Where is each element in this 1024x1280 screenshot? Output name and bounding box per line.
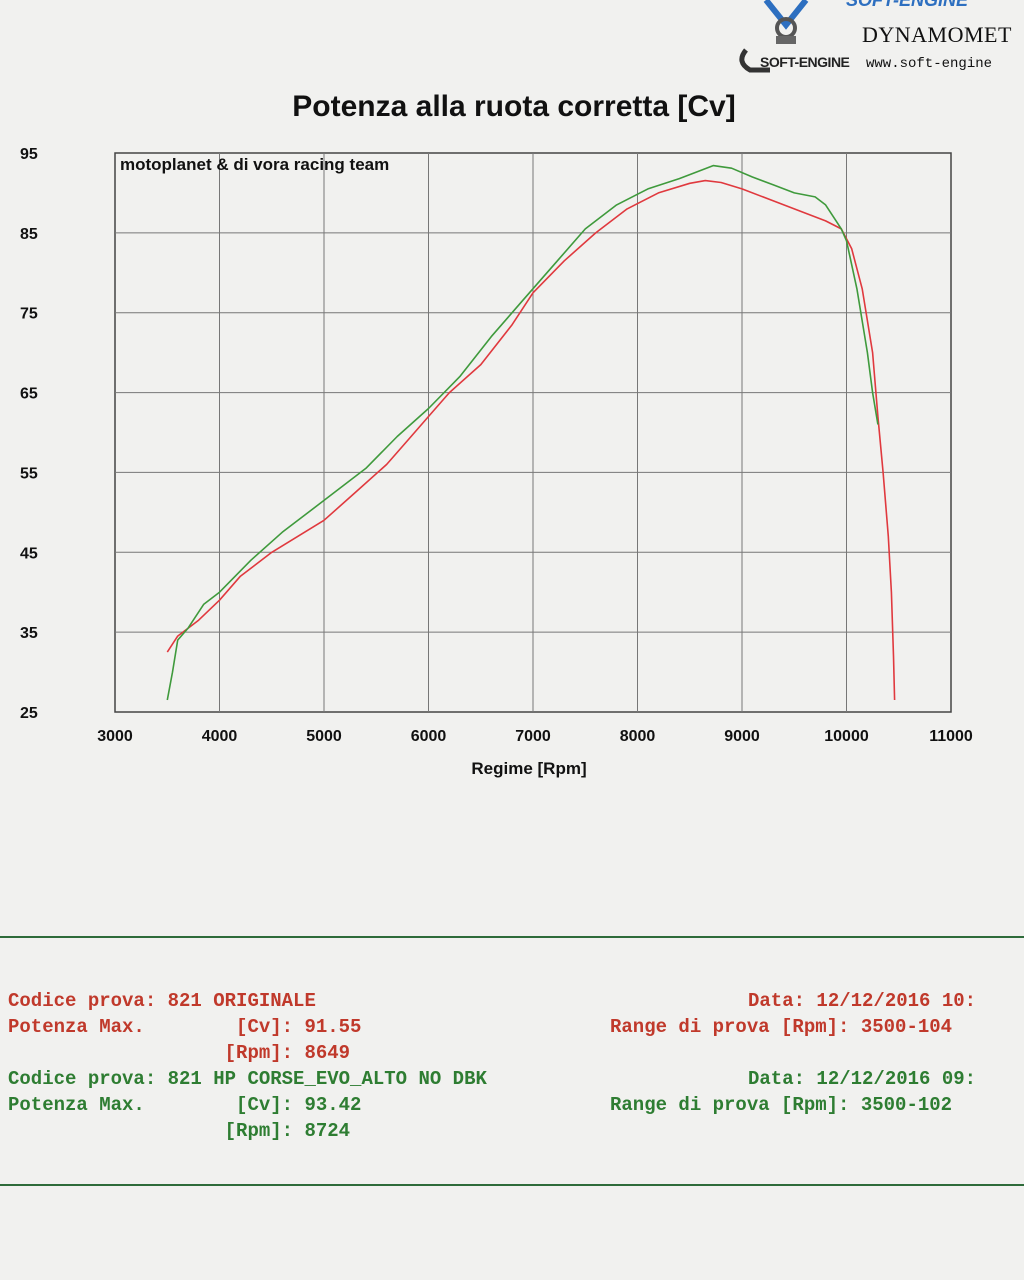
y-tick-label: 75: [20, 306, 38, 323]
x-tick-label: 6000: [411, 728, 447, 745]
x-tick-label: 5000: [306, 728, 342, 745]
x-tick-label: 11000: [929, 728, 973, 745]
x-axis-label: Regime [Rpm]: [471, 759, 586, 778]
chart-annotation: motoplanet & di vora racing team: [120, 155, 389, 174]
test-info-box: Codice prova: 821 ORIGINALE Data: 12/12/2…: [0, 936, 1024, 1186]
y-tick-label: 95: [20, 146, 38, 163]
x-tick-label: 3000: [97, 728, 133, 745]
info-row-left: Potenza Max. [Cv]: 93.42: [8, 1094, 362, 1116]
series-line-1: [166, 179, 896, 701]
info-row-right: Range di prova [Rpm]: 3500-104: [610, 1016, 953, 1038]
info-row-left: Codice prova: 821 ORIGINALE: [8, 990, 316, 1012]
info-row-right: Range di prova [Rpm]: 3500-102: [610, 1094, 953, 1116]
chart-series: [166, 164, 896, 701]
chart-grid: [114, 152, 952, 713]
x-tick-label: 7000: [515, 728, 551, 745]
soft-engine-text: SOFT-ENGINE: [760, 54, 850, 70]
x-tick-label: 4000: [202, 728, 238, 745]
x-tick-label: 10000: [824, 728, 869, 745]
info-row-left: [Rpm]: 8649: [8, 1042, 351, 1064]
info-row-right: Data: 12/12/2016 10:: [748, 990, 977, 1012]
y-tick-label: 85: [20, 226, 38, 243]
info-row-left: Potenza Max. [Cv]: 91.55: [8, 1016, 362, 1038]
info-row-left: [Rpm]: 8724: [8, 1120, 351, 1142]
x-axis-ticks: 3000 4000 5000 6000 7000 8000 9000 10000 11000: [97, 728, 973, 745]
y-tick-label: 25: [20, 705, 38, 722]
x-tick-label: 9000: [724, 728, 760, 745]
brand-name: DYNAMOMET: [862, 22, 1012, 47]
piston-logo-icon: [739, 0, 809, 73]
y-tick-label: 65: [20, 386, 38, 403]
soft-engine-logo: SOFT-ENGINE DYNAMOMET SOFT-ENGINE www.so…: [736, 0, 1024, 80]
x-tick-label: 8000: [620, 728, 656, 745]
power-chart: Potenza alla ruota corretta [Cv] 3000 400…: [20, 90, 973, 778]
y-tick-label: 45: [20, 545, 38, 562]
brand-url: www.soft-engine: [866, 56, 993, 72]
chart-title: Potenza alla ruota corretta [Cv]: [292, 90, 735, 123]
y-tick-label: 55: [20, 465, 38, 482]
series-line-2: [166, 164, 879, 701]
y-axis-ticks: 95 85 75 65 55 45 35 25: [20, 146, 38, 722]
info-row-right: Data: 12/12/2016 09:: [748, 1068, 977, 1090]
brand-top-text: SOFT-ENGINE: [846, 0, 969, 10]
info-row-left: Codice prova: 821 HP CORSE_EVO_ALTO NO D…: [8, 1068, 487, 1090]
y-tick-label: 35: [20, 625, 38, 642]
